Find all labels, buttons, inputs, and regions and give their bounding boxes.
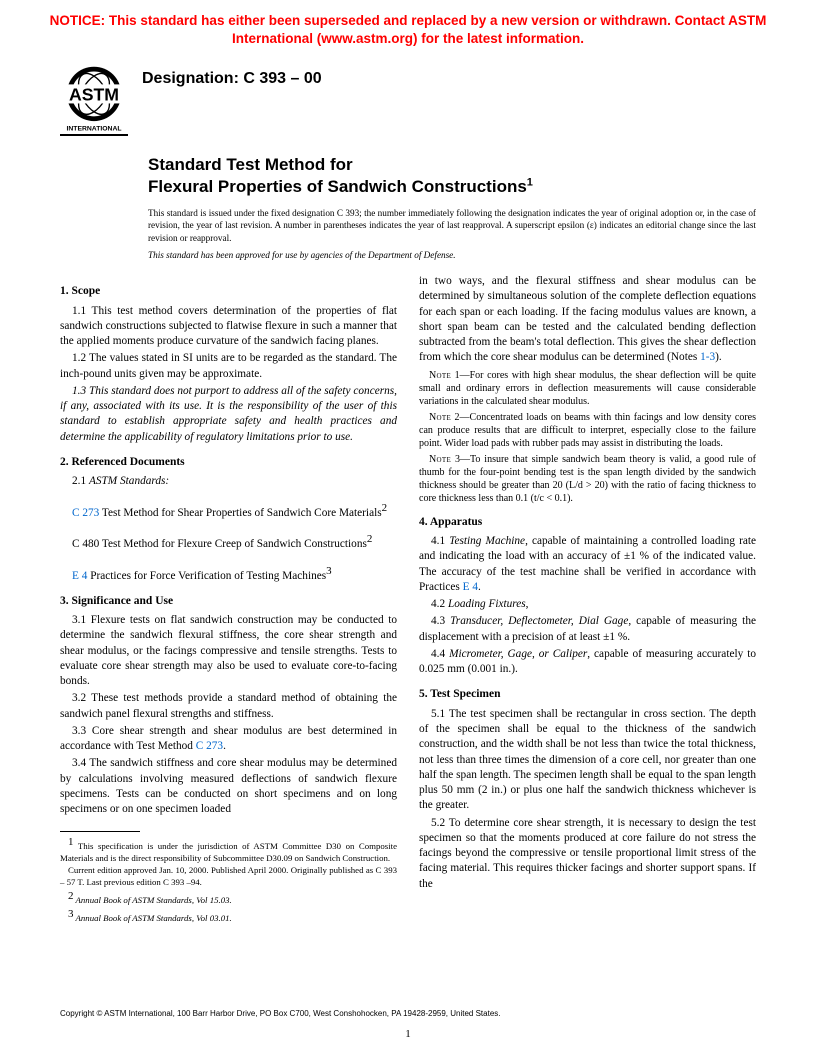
- ref-e4-sup: 3: [326, 565, 332, 577]
- fn1-text: This specification is under the jurisdic…: [60, 841, 397, 862]
- para-5-1: 5.1 The test specimen shall be rectangul…: [419, 707, 756, 814]
- ref-c273-link[interactable]: C 273: [72, 507, 99, 519]
- p4-1a: 4.1: [431, 535, 449, 547]
- p4-4a: 4.4: [431, 648, 449, 660]
- logo-text-bottom: INTERNATIONAL: [67, 126, 122, 132]
- footnote-1b: Current edition approved Jan. 10, 2000. …: [60, 865, 397, 888]
- para-4-4: 4.4 Micrometer, Gage, or Caliper, capabl…: [419, 647, 756, 678]
- section-2-head: 2. Referenced Documents: [60, 455, 397, 471]
- note-3-label: Note: [429, 454, 451, 465]
- ref-c273: C 273 Test Method for Shear Properties o…: [72, 501, 397, 521]
- p4-2c: ,: [526, 598, 529, 610]
- para-3-4: 3.4 The sandwich stiffness and core shea…: [60, 756, 397, 817]
- footnote-2: 2 Annual Book of ASTM Standards, Vol 15.…: [60, 889, 397, 906]
- right-column: in two ways, and the flexural stiffness …: [419, 274, 756, 926]
- para-4-3: 4.3 Transducer, Deflectometer, Dial Gage…: [419, 614, 756, 645]
- section-4-head: 4. Apparatus: [419, 515, 756, 531]
- para-2-1-num: 2.1: [72, 475, 89, 487]
- footnote-rule: [60, 831, 140, 832]
- ref-c273-text: Test Method for Shear Properties of Sand…: [99, 507, 381, 519]
- note-1: Note 1—For cores with high shear modulus…: [419, 369, 756, 408]
- ref-e4-text: Practices for Force Verification of Test…: [87, 569, 326, 581]
- notes-link[interactable]: 1-3: [700, 351, 715, 363]
- body-columns: 1. Scope 1.1 This test method covers det…: [0, 268, 816, 926]
- note-3: Note 3—To insure that simple sandwich be…: [419, 453, 756, 505]
- logo-text-top: ASTM: [69, 85, 119, 105]
- issuance-note: This standard is issued under the fixed …: [148, 207, 756, 244]
- note-1-text: 1—For cores with high shear modulus, the…: [419, 370, 756, 407]
- copyright-line: Copyright © ASTM International, 100 Barr…: [60, 1009, 756, 1018]
- note-2-label: Note: [429, 412, 451, 423]
- para-3-2: 3.2 These test methods provide a standar…: [60, 691, 397, 722]
- para-3-3: 3.3 Core shear strength and shear modulu…: [60, 724, 397, 755]
- para-1-3: 1.3 This standard does not purport to ad…: [60, 384, 397, 445]
- note-3-text: 3—To insure that simple sandwich beam th…: [419, 454, 756, 504]
- note-2-text: 2—Concentrated loads on beams with thin …: [419, 412, 756, 449]
- notice-banner: NOTICE: This standard has either been su…: [0, 0, 816, 54]
- para-3-3a: 3.3 Core shear strength and shear modulu…: [60, 725, 397, 752]
- para-3-4-cont-c: ).: [715, 351, 722, 363]
- section-3-head: 3. Significance and Use: [60, 594, 397, 610]
- para-3-1: 3.1 Flexure tests on flat sandwich const…: [60, 613, 397, 689]
- para-1-1: 1.1 This test method covers determinatio…: [60, 304, 397, 350]
- ref-c273-sup: 2: [382, 502, 388, 514]
- p4-1-link[interactable]: E 4: [463, 581, 478, 593]
- para-4-1: 4.1 Testing Machine, capable of maintain…: [419, 534, 756, 595]
- page-number: 1: [0, 1028, 816, 1040]
- footnote-3: 3 Annual Book of ASTM Standards, Vol 03.…: [60, 907, 397, 924]
- title-line1: Standard Test Method for: [148, 154, 756, 175]
- para-1-2: 1.2 The values stated in SI units are to…: [60, 351, 397, 382]
- para-3-3c: .: [223, 740, 226, 752]
- title-block: Standard Test Method for Flexural Proper…: [148, 154, 756, 197]
- p4-1e: .: [478, 581, 481, 593]
- para-5-2: 5.2 To determine core shear strength, it…: [419, 816, 756, 892]
- left-column: 1. Scope 1.1 This test method covers det…: [60, 274, 397, 926]
- dod-note: This standard has been approved for use …: [148, 250, 756, 260]
- astm-logo: ASTM INTERNATIONAL: [60, 64, 128, 132]
- ref-c480-sup: 2: [367, 533, 373, 545]
- p4-1b: Testing Machine: [449, 535, 525, 547]
- para-3-4-cont: in two ways, and the flexural stiffness …: [419, 274, 756, 366]
- p4-2a: 4.2: [431, 598, 448, 610]
- p4-3a: 4.3: [431, 615, 450, 627]
- note-1-label: Note: [429, 370, 451, 381]
- para-4-2: 4.2 Loading Fixtures,: [419, 597, 756, 612]
- logo-rule: [60, 134, 128, 136]
- note-2: Note 2—Concentrated loads on beams with …: [419, 411, 756, 450]
- footnote-1: 1 This specification is under the jurisd…: [60, 835, 397, 864]
- p4-4b: Micrometer, Gage, or Caliper: [449, 648, 587, 660]
- para-2-1: 2.1 ASTM Standards:: [60, 474, 397, 489]
- title-line2: Flexural Properties of Sandwich Construc…: [148, 176, 756, 197]
- ref-e4: E 4 Practices for Force Verification of …: [72, 564, 397, 584]
- header-row: ASTM INTERNATIONAL Designation: C 393 – …: [0, 54, 816, 132]
- para-3-3-link[interactable]: C 273: [196, 740, 223, 752]
- title-line2-text: Flexural Properties of Sandwich Construc…: [148, 177, 527, 196]
- p4-2b: Loading Fixtures: [448, 598, 526, 610]
- fn3-text: Annual Book of ASTM Standards, Vol 03.01…: [74, 913, 232, 923]
- ref-e4-link[interactable]: E 4: [72, 569, 87, 581]
- designation-block: Designation: C 393 – 00: [142, 64, 322, 88]
- section-5-head: 5. Test Specimen: [419, 687, 756, 703]
- ref-c480-text: C 480 Test Method for Flexure Creep of S…: [72, 538, 367, 550]
- designation-label: Designation: C 393 – 00: [142, 70, 322, 88]
- fn2-text: Annual Book of ASTM Standards, Vol 15.03…: [74, 895, 232, 905]
- p4-3b: Transducer, Deflectometer, Dial Gage: [450, 615, 628, 627]
- section-1-head: 1. Scope: [60, 284, 397, 300]
- ref-c480: C 480 Test Method for Flexure Creep of S…: [72, 532, 397, 552]
- para-2-1-label: ASTM Standards:: [89, 475, 169, 487]
- title-superscript: 1: [527, 176, 533, 188]
